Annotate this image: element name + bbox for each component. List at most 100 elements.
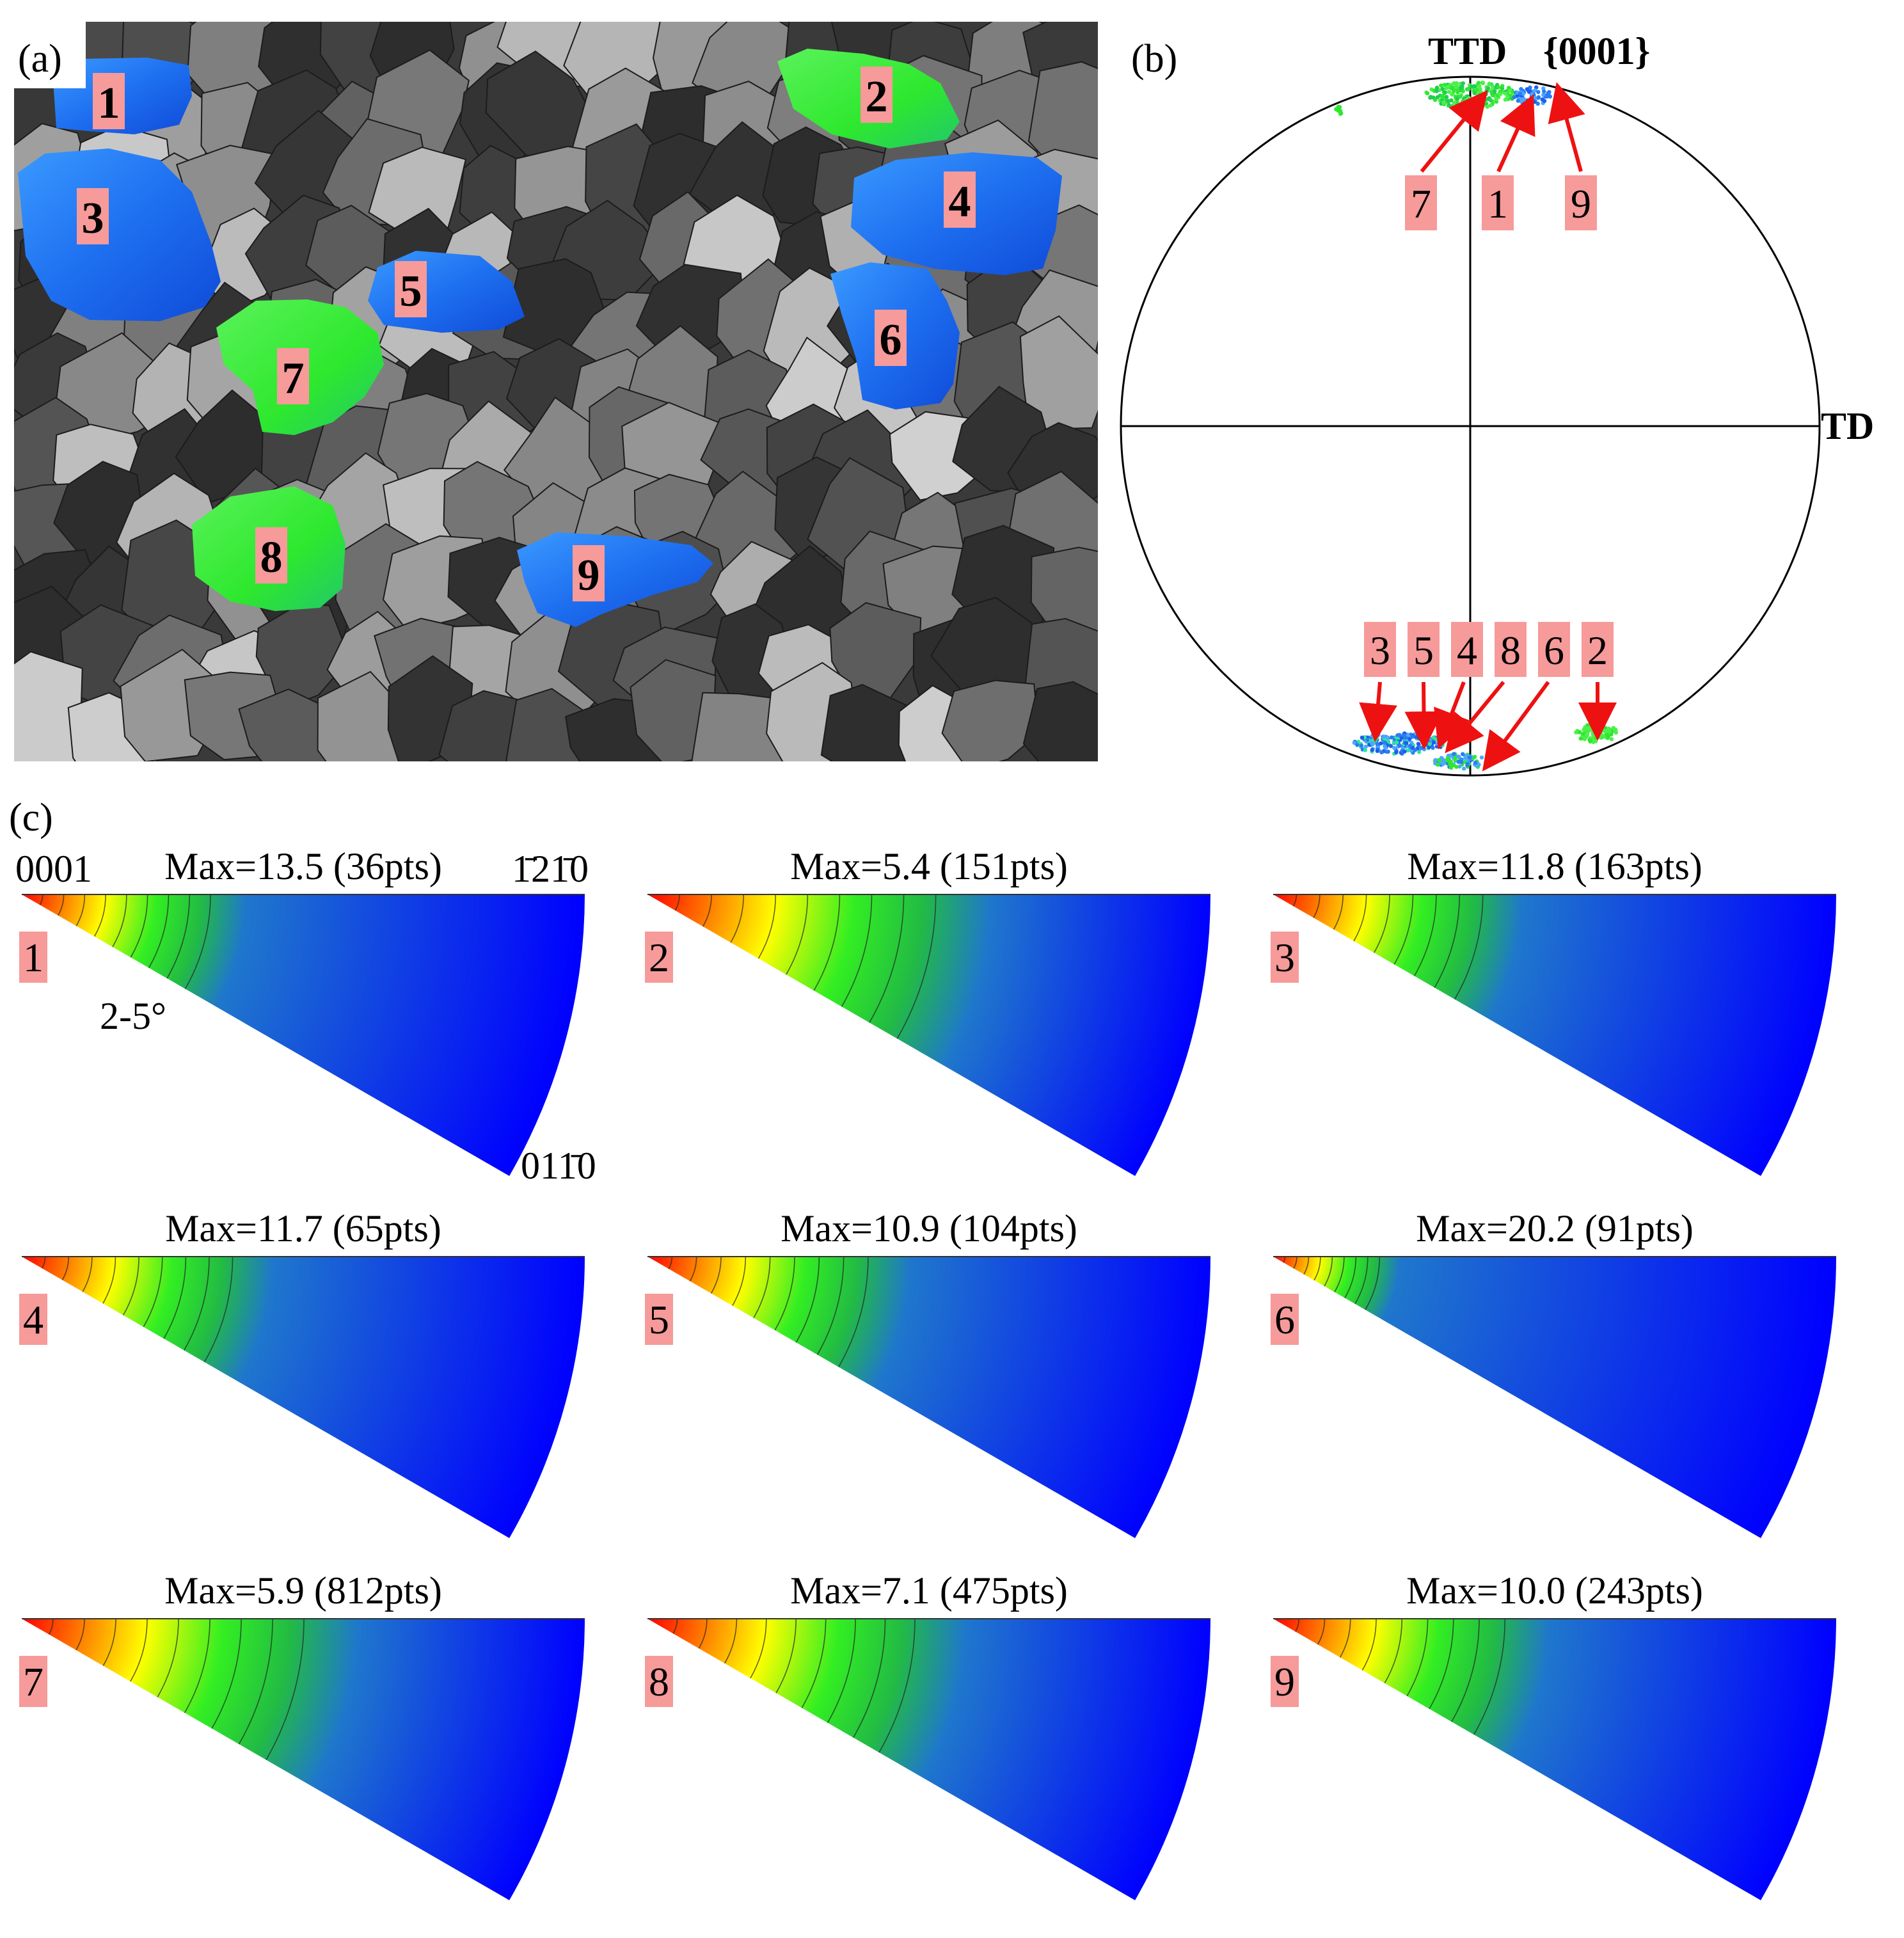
ipf-contour bbox=[157, 1618, 179, 1697]
ipf-title: Max=13.5 (36pts) bbox=[164, 845, 442, 887]
pole-point bbox=[1409, 735, 1415, 739]
pole-point bbox=[1386, 749, 1390, 754]
pole-point bbox=[1478, 86, 1482, 91]
pole-point bbox=[1603, 729, 1607, 734]
pole-point bbox=[1444, 95, 1449, 99]
pole-point bbox=[1525, 87, 1530, 91]
ipf-contour bbox=[1317, 1618, 1326, 1645]
pole-point bbox=[1379, 741, 1383, 746]
ipf-contour bbox=[730, 894, 745, 943]
pole-point bbox=[1402, 733, 1406, 738]
pole-point bbox=[1355, 743, 1360, 747]
ipf-contour bbox=[1365, 1256, 1381, 1310]
ipf-angle-note: 2-5° bbox=[100, 995, 166, 1037]
ipf-contour bbox=[702, 894, 712, 927]
ipf-title: Max=11.7 (65pts) bbox=[165, 1207, 441, 1250]
ipf-contour bbox=[184, 894, 211, 989]
grain-label-6: 6 bbox=[875, 310, 907, 366]
pole-point bbox=[1375, 749, 1379, 753]
ipf-contour bbox=[102, 1256, 116, 1304]
svg-text:5: 5 bbox=[400, 267, 422, 316]
pole-point bbox=[1416, 742, 1421, 746]
pole-point bbox=[1402, 749, 1407, 754]
ipf-contour bbox=[710, 1256, 722, 1294]
ipf-contour bbox=[1334, 1256, 1345, 1292]
ipf-contour bbox=[1414, 894, 1437, 976]
pole-point bbox=[1532, 100, 1537, 104]
pole-point bbox=[1389, 735, 1394, 740]
ipf-contour bbox=[163, 1256, 187, 1339]
pole-point bbox=[1496, 85, 1501, 90]
ipf-contour bbox=[1374, 894, 1390, 953]
ipf-map-label: 1 bbox=[23, 935, 44, 980]
svg-text:1: 1 bbox=[1488, 181, 1508, 226]
ipf-sector bbox=[1273, 1619, 1836, 1900]
ipf-contour bbox=[1473, 1618, 1506, 1735]
pole-point bbox=[1450, 85, 1455, 90]
pole-point bbox=[1420, 745, 1424, 751]
pole-point bbox=[1439, 83, 1443, 88]
pole-figure-panel: (b) TTD {0001} TD 7 1 9 3 5 4 8 6 2 bbox=[1120, 30, 1874, 777]
ipf-contour bbox=[1339, 1618, 1351, 1658]
pole-point bbox=[1370, 747, 1374, 752]
ipf-map-label: 3 bbox=[1274, 935, 1295, 980]
pole-point bbox=[1487, 81, 1491, 86]
pole-point bbox=[1503, 97, 1508, 102]
matrix-grain bbox=[1019, 315, 1098, 431]
ipf-contour bbox=[774, 1256, 795, 1331]
pole-point bbox=[1443, 90, 1447, 95]
pole-point bbox=[1500, 84, 1505, 88]
ipf-contour bbox=[238, 1618, 273, 1745]
ipf-contour bbox=[816, 1256, 845, 1355]
pole-point bbox=[1472, 98, 1476, 102]
pole-point bbox=[1481, 103, 1486, 108]
pole-point bbox=[1383, 740, 1388, 745]
pole-point bbox=[1536, 95, 1541, 100]
pole-point bbox=[1416, 750, 1422, 754]
grain-label-9: 9 bbox=[573, 545, 605, 601]
pole-point bbox=[1456, 754, 1461, 759]
pole-point bbox=[1507, 88, 1512, 93]
pole-point bbox=[1448, 759, 1453, 764]
pole-point bbox=[1536, 90, 1541, 94]
ipf-sector bbox=[22, 1257, 585, 1538]
pole-point bbox=[1382, 735, 1386, 739]
ipf-map-label: 8 bbox=[649, 1659, 669, 1704]
pole-point bbox=[1436, 763, 1440, 767]
pole-point bbox=[1431, 745, 1435, 751]
ipf-contour bbox=[838, 1256, 869, 1367]
svg-text:2: 2 bbox=[866, 72, 888, 122]
ipf-contour bbox=[1313, 894, 1321, 918]
ipf-map-label: 2 bbox=[649, 935, 669, 980]
ipf-title: Max=20.2 (91pts) bbox=[1416, 1207, 1694, 1250]
ipf-contour bbox=[93, 894, 106, 937]
pole-point bbox=[1394, 750, 1399, 754]
ipf-map-label: 9 bbox=[1274, 1659, 1295, 1704]
pole-point bbox=[1456, 759, 1461, 765]
matrix-grain bbox=[255, 604, 351, 710]
ipf-contour bbox=[1354, 1256, 1368, 1305]
pole-point bbox=[1585, 726, 1590, 731]
ipf-sector bbox=[1273, 1257, 1836, 1538]
pole-point bbox=[1472, 754, 1477, 759]
svg-text:9: 9 bbox=[578, 551, 600, 600]
pole-point bbox=[1363, 748, 1368, 752]
pole-point bbox=[1445, 99, 1450, 104]
pole-point bbox=[1395, 740, 1399, 745]
ipf-contour bbox=[1384, 1618, 1403, 1683]
pole-point bbox=[1462, 766, 1466, 771]
ipf-contour bbox=[775, 1618, 797, 1694]
ipf-contour bbox=[122, 1256, 139, 1315]
pole-point bbox=[1454, 765, 1459, 769]
pole-point bbox=[1467, 755, 1472, 760]
ipf-sector bbox=[22, 1619, 585, 1900]
pole-point bbox=[1404, 741, 1409, 745]
pole-point bbox=[1512, 95, 1517, 99]
pole-point bbox=[1440, 86, 1445, 91]
pole-point bbox=[1542, 99, 1547, 103]
pole-point bbox=[1441, 758, 1445, 763]
ipf-contour bbox=[1451, 1618, 1480, 1722]
pole-point bbox=[1434, 89, 1439, 93]
pole-point bbox=[1363, 744, 1368, 749]
